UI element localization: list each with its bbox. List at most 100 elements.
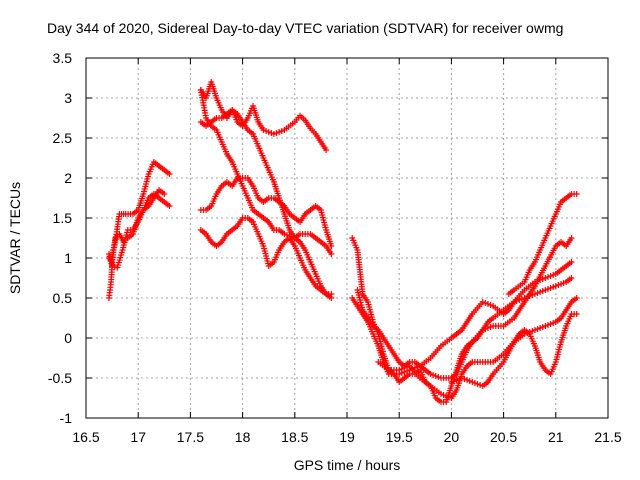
data-point <box>396 367 403 373</box>
data-point <box>568 259 575 265</box>
data-point <box>534 326 541 332</box>
data-point <box>328 295 335 301</box>
data-point <box>513 298 520 304</box>
data-point <box>278 128 285 134</box>
data-point <box>111 241 118 248</box>
series-track-e <box>197 87 335 257</box>
data-point <box>555 282 562 288</box>
data-point <box>474 381 481 387</box>
data-point <box>432 373 439 379</box>
data-point <box>404 364 411 370</box>
data-point <box>482 326 489 332</box>
data-point <box>558 281 565 287</box>
data-point <box>443 393 450 399</box>
data-point <box>568 235 575 241</box>
series-track-d <box>197 79 330 153</box>
data-point <box>482 300 489 306</box>
data-point <box>281 231 288 237</box>
grid <box>86 58 608 418</box>
data-point <box>542 323 549 329</box>
series-track-n <box>505 191 580 297</box>
data-point <box>568 275 575 281</box>
data-point <box>161 191 168 197</box>
data-point <box>550 320 557 326</box>
data-point <box>479 299 486 305</box>
series-track-b <box>105 187 168 271</box>
data-point <box>166 171 173 177</box>
y-tick-label: -0.5 <box>48 370 72 386</box>
data-point <box>110 244 117 251</box>
data-point <box>401 365 408 371</box>
data-point <box>328 251 335 257</box>
data-point <box>550 284 557 290</box>
data-points <box>105 79 580 405</box>
data-point <box>273 130 280 136</box>
data-point <box>539 288 546 294</box>
data-point <box>323 147 330 153</box>
x-tick-label: 16.5 <box>72 429 99 445</box>
series-track-j <box>349 275 575 377</box>
data-point <box>268 130 275 136</box>
data-point <box>539 324 546 330</box>
x-tick-label: 18 <box>235 429 251 445</box>
data-point <box>547 273 554 279</box>
data-point <box>544 322 551 328</box>
data-point <box>516 297 523 303</box>
data-point <box>573 311 580 317</box>
data-point <box>435 374 442 380</box>
data-point <box>276 129 283 135</box>
data-point <box>283 232 290 238</box>
data-point <box>437 391 444 397</box>
data-point <box>531 291 538 297</box>
data-point <box>469 379 476 385</box>
x-tick-label: 20 <box>444 429 460 445</box>
data-point <box>529 328 536 334</box>
series-track-k <box>354 235 575 381</box>
x-tick-label: 21.5 <box>594 429 621 445</box>
data-point <box>445 394 452 400</box>
data-point <box>166 203 173 209</box>
data-point <box>461 376 468 382</box>
data-point <box>464 377 471 383</box>
y-tick-label: 0 <box>64 330 72 346</box>
data-point <box>328 243 335 249</box>
y-tick-label: 1.5 <box>53 210 73 226</box>
x-tick-label: 19.5 <box>386 429 413 445</box>
data-point <box>260 127 267 133</box>
data-point <box>471 380 478 386</box>
series-track-g <box>197 175 335 249</box>
data-point <box>427 371 434 377</box>
x-tick-label: 19 <box>339 429 355 445</box>
data-point <box>518 296 525 302</box>
data-point <box>544 274 551 280</box>
series-track-a <box>105 191 173 265</box>
data-point <box>542 275 549 281</box>
data-point <box>531 327 538 333</box>
data-point <box>448 379 455 385</box>
x-tick-label: 17.5 <box>177 429 204 445</box>
data-point <box>265 129 272 135</box>
data-point <box>440 392 447 398</box>
data-point <box>573 191 580 197</box>
data-point <box>430 372 437 378</box>
data-point <box>542 287 549 293</box>
data-point <box>550 272 557 278</box>
data-point <box>409 366 416 372</box>
data-point <box>263 128 270 134</box>
data-point <box>547 321 554 327</box>
data-point <box>453 377 460 383</box>
data-point <box>573 295 580 301</box>
y-tick-label: -1 <box>60 410 73 426</box>
x-tick-label: 18.5 <box>281 429 308 445</box>
x-tick-label: 17 <box>130 429 146 445</box>
data-point <box>270 131 277 137</box>
data-point <box>560 280 567 286</box>
x-axis-label: GPS time / hours <box>294 457 401 473</box>
data-point <box>484 325 491 331</box>
data-point <box>487 324 494 330</box>
data-point <box>479 327 486 333</box>
y-tick-label: 3.5 <box>53 50 73 66</box>
series-track-h <box>197 215 335 301</box>
data-point <box>511 299 518 305</box>
